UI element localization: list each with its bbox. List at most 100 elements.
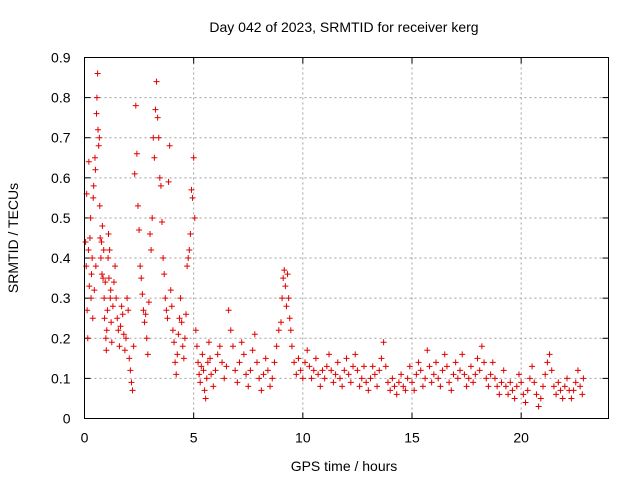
data-point <box>90 194 97 201</box>
data-point <box>120 331 127 338</box>
data-point <box>136 226 143 233</box>
data-point <box>143 335 150 342</box>
data-point <box>99 222 106 229</box>
data-point <box>87 214 94 221</box>
data-point <box>178 319 185 326</box>
x-tick-label: 20 <box>513 430 529 446</box>
x-axis-label: GPS time / hours <box>291 458 398 474</box>
data-point <box>190 154 197 161</box>
data-point <box>116 343 123 350</box>
data-point <box>360 363 367 370</box>
data-point <box>85 158 92 165</box>
data-point <box>154 114 161 121</box>
data-point <box>189 194 196 201</box>
data-point <box>234 379 241 386</box>
data-point <box>269 375 276 382</box>
data-point <box>450 371 457 378</box>
x-tick-label: 15 <box>404 430 420 446</box>
data-point <box>319 367 326 374</box>
data-point <box>193 343 200 350</box>
data-point <box>117 323 124 330</box>
data-point <box>151 154 158 161</box>
data-point <box>441 351 448 358</box>
data-point <box>518 379 525 386</box>
data-point <box>463 383 470 390</box>
data-point <box>334 359 341 366</box>
data-point <box>191 214 198 221</box>
data-point <box>293 371 300 378</box>
data-point <box>91 287 98 294</box>
data-point <box>91 154 98 161</box>
data-point <box>94 70 101 77</box>
data-point <box>118 303 125 310</box>
data-point <box>400 383 407 390</box>
data-point <box>457 367 464 374</box>
data-point <box>108 339 115 346</box>
data-point <box>378 355 385 362</box>
data-point <box>485 383 492 390</box>
data-point <box>97 235 104 241</box>
data-point <box>465 375 472 382</box>
data-point <box>406 363 413 370</box>
data-point <box>208 371 215 378</box>
data-point <box>526 375 533 382</box>
data-point <box>481 359 488 366</box>
data-point <box>415 359 422 366</box>
data-point <box>173 371 180 378</box>
data-point <box>537 395 544 402</box>
data-point <box>177 295 184 302</box>
data-point <box>574 367 581 374</box>
data-point <box>356 383 363 390</box>
y-tick-label: 0.3 <box>51 290 71 306</box>
y-tick-label: 0.8 <box>51 90 71 106</box>
data-point <box>256 375 263 382</box>
data-point <box>365 387 372 394</box>
data-point <box>317 383 324 390</box>
data-point <box>470 379 477 386</box>
data-point <box>240 351 247 358</box>
data-point <box>147 230 153 237</box>
data-point <box>513 383 520 390</box>
data-point <box>141 319 148 326</box>
data-point <box>376 367 383 374</box>
data-point <box>164 315 171 322</box>
data-point <box>200 367 207 374</box>
data-point <box>280 275 287 282</box>
data-point <box>90 182 97 189</box>
data-point <box>332 371 339 378</box>
data-point <box>570 387 577 394</box>
data-point <box>507 379 514 386</box>
data-point <box>192 327 199 334</box>
data-point <box>95 126 102 133</box>
data-point <box>133 150 140 157</box>
data-point <box>100 247 107 254</box>
data-point <box>275 327 282 334</box>
data-point <box>273 343 280 350</box>
data-point <box>561 383 568 390</box>
data-point <box>149 214 156 221</box>
data-point <box>548 367 555 374</box>
y-tick-label: 0.1 <box>51 370 71 386</box>
y-axis-label: SRMTID / TECUs <box>5 183 21 293</box>
data-point <box>106 247 113 254</box>
data-point <box>330 379 337 386</box>
data-point <box>183 311 190 318</box>
data-point <box>162 295 169 302</box>
data-point <box>564 375 571 382</box>
data-point <box>299 375 306 382</box>
data-points <box>82 70 587 410</box>
data-point <box>104 307 111 314</box>
data-point <box>511 395 518 402</box>
data-point <box>424 347 431 354</box>
data-point <box>86 283 93 290</box>
data-point <box>529 363 536 370</box>
data-point <box>115 327 122 334</box>
data-point <box>229 343 236 350</box>
data-point <box>271 359 278 366</box>
data-point <box>139 291 146 298</box>
data-point <box>323 363 330 370</box>
data-point <box>93 94 100 101</box>
data-point <box>127 367 134 374</box>
data-point <box>395 379 402 386</box>
